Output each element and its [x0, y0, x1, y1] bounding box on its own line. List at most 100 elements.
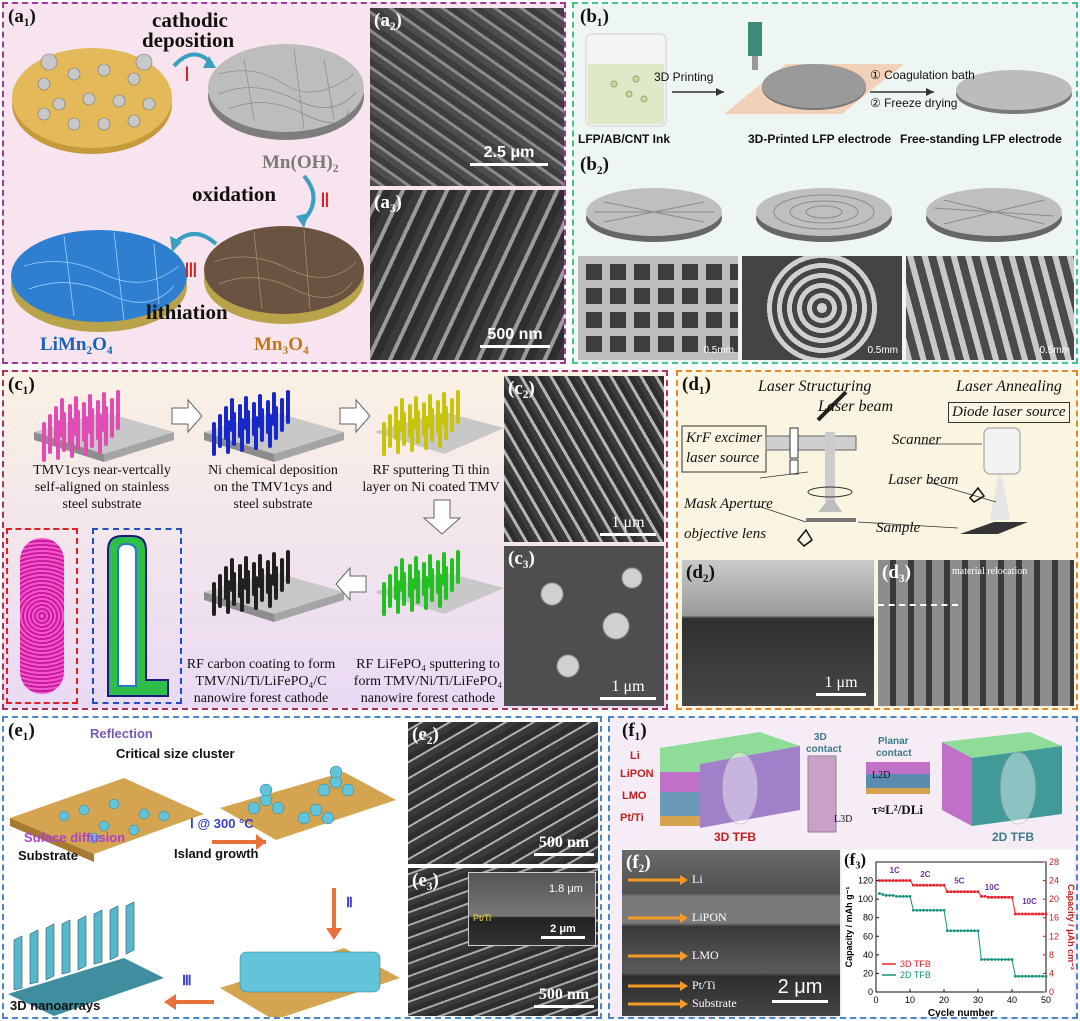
sample-label: Sample [876, 520, 921, 536]
data-point [895, 894, 898, 898]
data-point [990, 958, 993, 961]
nanowire-pillar [444, 406, 448, 440]
mask-label: Mask Aperture [684, 496, 773, 512]
planar-label: Planar [878, 736, 909, 747]
krf-label: KrF excimer [686, 430, 763, 446]
schematic-a [11, 44, 364, 332]
data-point [1027, 974, 1031, 978]
data-point [1041, 912, 1044, 916]
sem-e3: (e₃) 1.8 μm Pt/Ti 2 μm 500 nm [408, 868, 598, 1016]
data-point [1024, 912, 1027, 916]
laser-beam-2: Laser beam [888, 472, 959, 488]
data-point [956, 929, 959, 933]
data-point [891, 879, 895, 882]
data-point [1027, 912, 1031, 916]
data-point [905, 894, 908, 898]
nanowire-pillar [70, 418, 74, 458]
nanowire-pillar [104, 406, 108, 446]
data-point [1014, 912, 1017, 916]
label-d2: (d₂) [686, 562, 715, 583]
nanowire-pillar [382, 422, 386, 456]
data-point [952, 929, 956, 933]
data-point [973, 929, 976, 933]
data-point [884, 879, 888, 882]
data-point [891, 894, 895, 897]
freeze-label: ② Freeze drying [870, 96, 958, 110]
nanowire-pillar [388, 414, 392, 448]
data-point [888, 879, 891, 882]
schematic-d1 [681, 390, 1028, 547]
data-point [932, 908, 936, 912]
sem-a2: (a₂) 2.5 μm [370, 8, 564, 186]
nanowire-pillar [90, 408, 94, 448]
rate-label: 10C [985, 883, 1000, 892]
schematic-f1 [660, 732, 1062, 833]
scale-b2-1: 0.5mm [703, 345, 734, 356]
limn2o4-label: LiMn₂O₄ [40, 334, 113, 355]
label-e1: (e₁) [8, 720, 35, 741]
data-point [1007, 958, 1010, 961]
data-point [1003, 958, 1007, 961]
sem-b2-grid: 0.5mm [578, 256, 738, 360]
layer-lipon: LiPON [620, 768, 654, 780]
nanowire-pillar [254, 416, 258, 450]
data-point [1044, 974, 1048, 978]
scale-b2-3: 0.5mm [1039, 345, 1070, 356]
layer-lmo: LMO [622, 790, 647, 802]
scale-c2: 1 μm [600, 514, 656, 536]
nanowire-pillar [62, 412, 66, 452]
y-right-tick-label: 16 [1049, 913, 1059, 923]
x-tick-label: 10 [905, 995, 915, 1005]
y-right-axis-label: Capacity / μAh cm⁻² [1066, 884, 1076, 970]
sem-d3: (d₃) material relocation [878, 560, 1074, 706]
data-point [905, 879, 908, 882]
data-point [983, 895, 987, 898]
data-point [932, 883, 936, 887]
data-point [976, 890, 980, 894]
data-point [1031, 912, 1034, 916]
nanowire-pillar [424, 416, 428, 450]
series-line-3d [879, 880, 1046, 915]
nanowire-pillar [286, 390, 290, 424]
nanowire-pillar [438, 414, 442, 448]
data-point [898, 879, 902, 882]
nanowire-pillar [246, 570, 250, 604]
nanowire-pillar [444, 566, 448, 600]
label-c2: (c₂) [508, 378, 535, 399]
y-tick-label: 0 [868, 987, 873, 997]
sem-c2: (c₂) 1 μm [504, 376, 664, 542]
rate-label: 2C [920, 870, 930, 879]
data-point [935, 908, 939, 912]
label-a2: (a₂) [374, 10, 402, 31]
data-point [912, 883, 915, 887]
nanowire-pillar [450, 398, 454, 432]
nanowire-pillar [226, 580, 230, 614]
data-point [997, 958, 1000, 961]
tau-label: τ≈L²/DLi [872, 802, 923, 817]
data-point [929, 908, 932, 912]
data-point [908, 894, 912, 898]
nanowire-pillar [268, 414, 272, 448]
schematic-b2 [586, 188, 1062, 242]
plot-frame [875, 861, 1047, 993]
data-point [888, 894, 891, 897]
data-point [976, 929, 980, 933]
data-point [997, 895, 1000, 899]
legend-entry: 2D TFB [900, 970, 931, 980]
caption-c-step4: RF LiFePO₄ sputtering to form TMV/Ni/Ti/L… [353, 657, 503, 706]
x-axis-label: Cycle number [928, 1008, 994, 1019]
nanowire-pillar [274, 406, 278, 440]
nanowire-pillar [410, 418, 414, 452]
data-point [942, 883, 946, 887]
data-point [993, 895, 997, 899]
nanowire-pillar [212, 422, 216, 456]
caption-c-step5: RF carbon coating to form TMV/Ni/Ti/LiFeP… [186, 657, 336, 706]
data-point [939, 908, 942, 912]
sem-layer-substrate: Substrate [692, 996, 737, 1010]
label-d3: (d₃) [882, 562, 911, 583]
y-axis-label: Capacity / mAh g⁻¹ [844, 887, 854, 968]
label-e2: (e₂) [412, 724, 439, 745]
layer-li: Li [630, 750, 640, 762]
printing-label: 3D Printing [654, 70, 714, 84]
nanowire-pillar [56, 420, 60, 460]
